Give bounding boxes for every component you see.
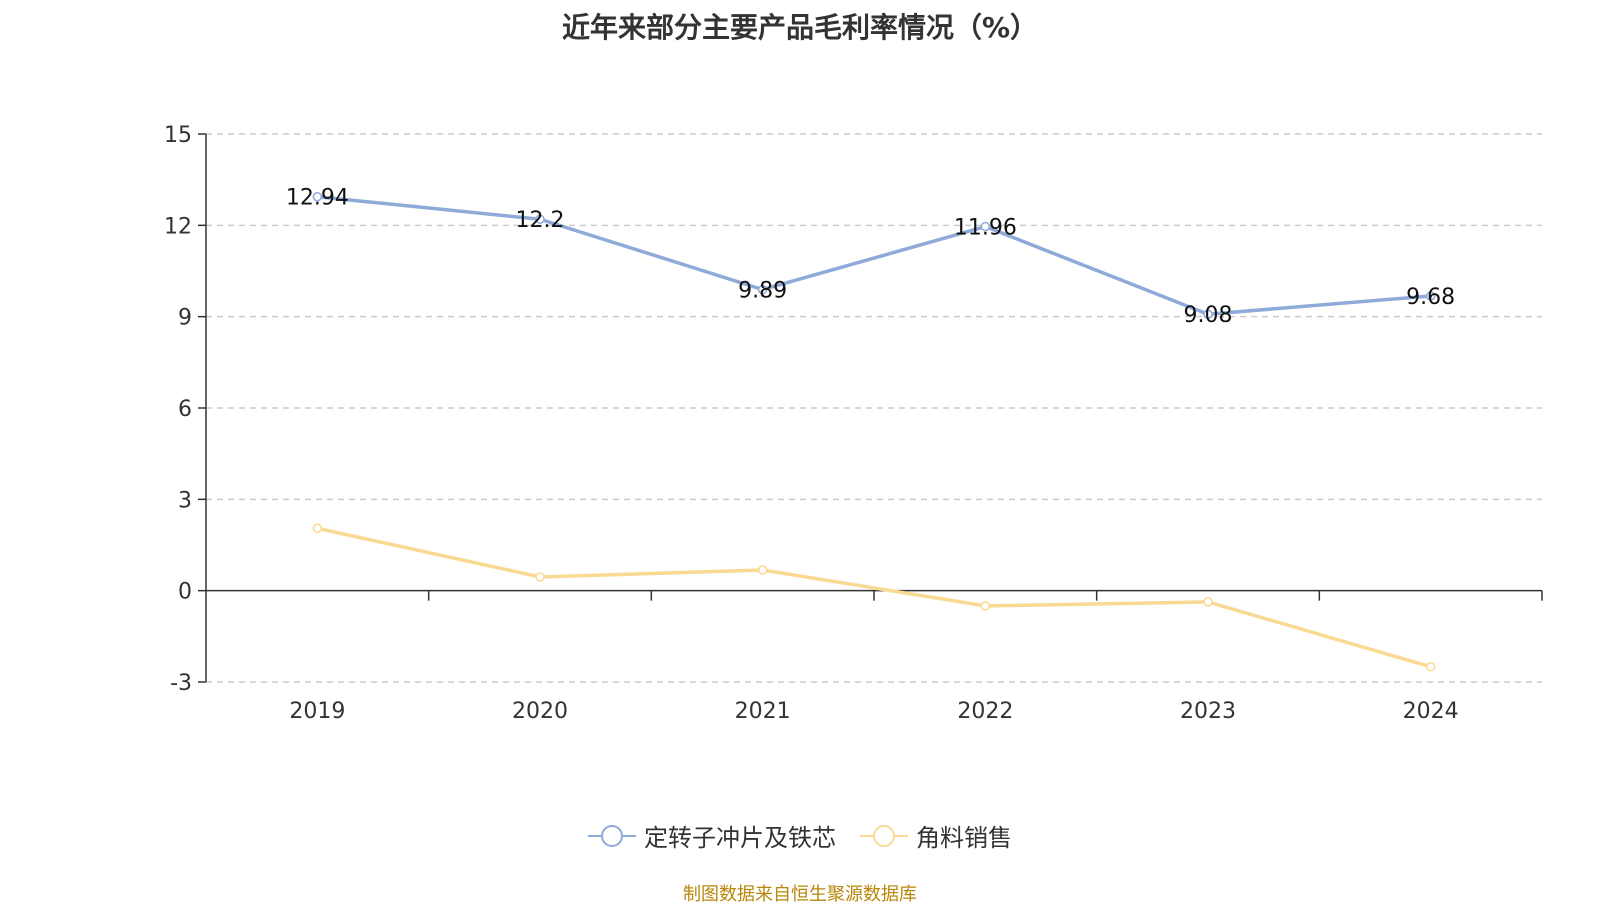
x-tick-label: 2023 — [1180, 699, 1236, 724]
data-label: 9.89 — [738, 279, 787, 304]
data-point[interactable] — [312, 191, 323, 202]
data-point[interactable] — [980, 221, 991, 232]
data-point[interactable] — [535, 572, 545, 582]
x-tick-label: 2024 — [1403, 699, 1459, 724]
data-source-note: 制图数据来自恒生聚源数据库 — [683, 884, 917, 905]
x-tick-label: 2020 — [512, 699, 568, 724]
data-label: 9.68 — [1406, 285, 1455, 310]
data-point[interactable] — [1425, 291, 1436, 301]
legend-label: 角料销售 — [916, 824, 1012, 852]
data-labels: 12.94 12.2 9.89 11.96 9.08 9.68 — [286, 186, 1455, 329]
y-tick-label: 3 — [178, 488, 192, 513]
data-label: 12.2 — [516, 208, 565, 233]
data-point[interactable] — [757, 565, 768, 575]
data-point[interactable] — [1203, 309, 1213, 319]
grid-lines — [206, 133, 1542, 683]
legend-item-series-0[interactable]: 定转子冲片及铁芯 — [588, 818, 836, 853]
y-tick-label: 6 — [178, 397, 192, 422]
data-point[interactable] — [757, 284, 768, 295]
series-line-0 — [317, 194, 1431, 316]
y-tick-label: 12 — [164, 214, 192, 239]
data-point[interactable] — [312, 523, 323, 534]
series-lines — [312, 191, 1436, 672]
data-label: 12.94 — [286, 186, 349, 211]
legend-item-series-1[interactable]: 角料销售 — [860, 818, 1012, 853]
legend-marker-icon — [588, 824, 636, 847]
data-label: 11.96 — [954, 216, 1017, 241]
data-point[interactable] — [980, 601, 991, 611]
data-point[interactable] — [1425, 662, 1436, 672]
legend-marker-icon — [860, 824, 908, 847]
chart-title: 近年来部分主要产品毛利率情况（%） — [561, 11, 1039, 44]
legend: 定转子冲片及铁芯 角料销售 — [0, 818, 1600, 853]
legend-label: 定转子冲片及铁芯 — [644, 824, 836, 852]
data-label: 9.08 — [1184, 303, 1233, 328]
data-point[interactable] — [535, 214, 545, 224]
axes: 15 12 9 6 3 0 -3 2019 2020 2021 2022 2023 2024 — [164, 123, 1543, 724]
x-tick-label: 2019 — [289, 699, 345, 724]
y-tick-label: 0 — [178, 580, 192, 605]
data-point[interactable] — [1203, 597, 1213, 607]
y-tick-label: -3 — [170, 671, 192, 696]
x-tick-label: 2022 — [957, 699, 1013, 724]
x-tick-label: 2021 — [735, 699, 791, 724]
y-tick-label: 15 — [164, 123, 192, 148]
series-line-1 — [316, 526, 1432, 669]
y-tick-label: 9 — [178, 306, 192, 331]
